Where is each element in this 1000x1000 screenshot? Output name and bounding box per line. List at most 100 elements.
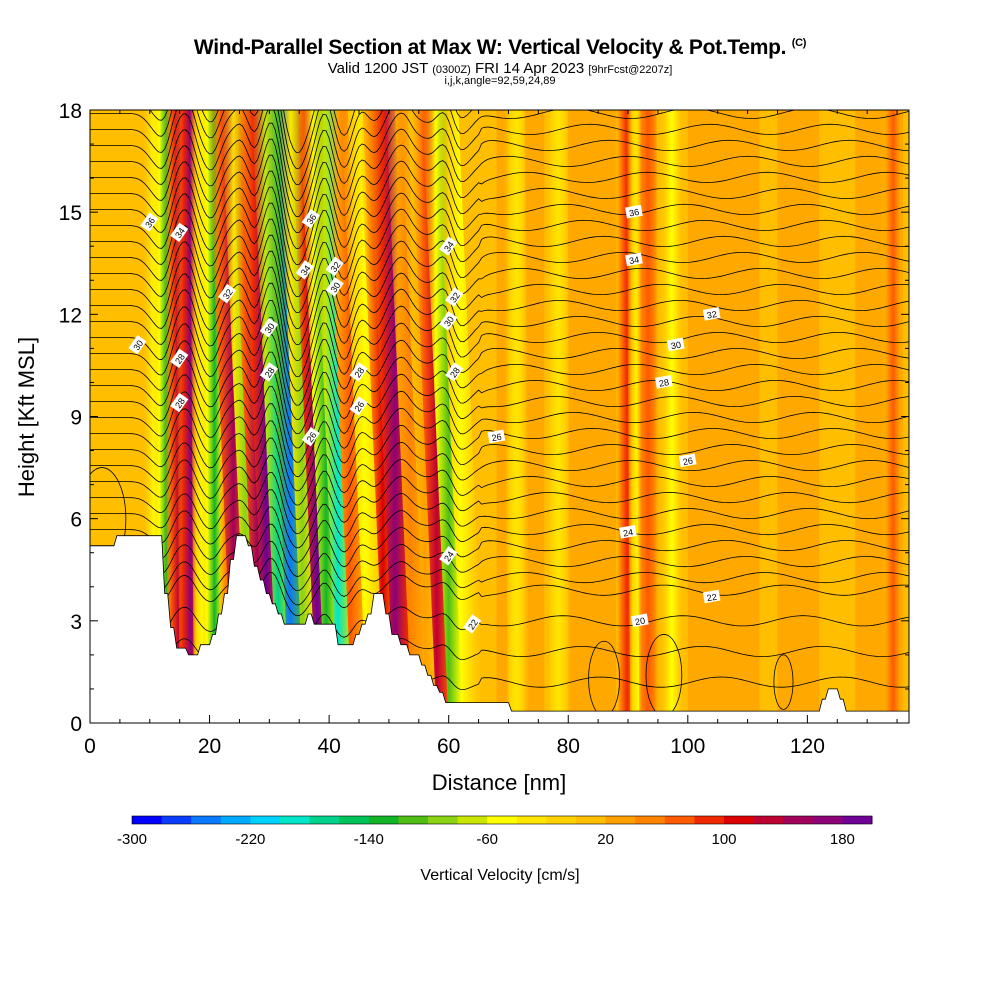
y-tick-label: 6 bbox=[70, 509, 82, 532]
contour-label-text: 28 bbox=[173, 352, 187, 366]
chart-subsubtitle: i,j,k,angle=92,59,24,89 bbox=[444, 75, 556, 87]
x-tick-label: 80 bbox=[557, 735, 580, 758]
colorbar-tick-label: -60 bbox=[476, 831, 498, 848]
colorbar-frame bbox=[131, 815, 873, 825]
contour-label: 28 bbox=[654, 375, 673, 389]
contour-label-text: 26 bbox=[352, 400, 366, 414]
colorbar-swatch bbox=[457, 816, 488, 824]
theta-contour bbox=[90, 368, 909, 449]
colorbar-swatch bbox=[516, 816, 547, 824]
theta-contour bbox=[90, 138, 909, 234]
contour-label: 26 bbox=[349, 396, 368, 416]
contour-label-text: 32 bbox=[706, 309, 718, 321]
velocity-column bbox=[545, 110, 572, 723]
colorbar-swatch bbox=[812, 816, 843, 824]
contour-label-bg bbox=[439, 311, 458, 331]
velocity-column bbox=[880, 110, 906, 723]
theta-contour bbox=[90, 110, 909, 202]
contour-label: 28 bbox=[170, 348, 189, 369]
contour-label-bg bbox=[445, 362, 464, 382]
contour-label-bg bbox=[259, 362, 279, 382]
contour-label: 24 bbox=[439, 546, 458, 566]
y-tick-label: 15 bbox=[59, 202, 82, 225]
contour-label-text: 22 bbox=[706, 592, 718, 604]
contour-label-bg bbox=[349, 396, 368, 416]
colorbar-swatch bbox=[842, 816, 873, 824]
y-axis-label: Height [Kft MSL] bbox=[14, 337, 39, 497]
y-tick-label: 12 bbox=[59, 304, 82, 327]
theta-contour bbox=[90, 122, 909, 218]
contour-label: 28 bbox=[445, 362, 464, 382]
theta-contour bbox=[90, 455, 909, 520]
theta-contour bbox=[90, 154, 909, 250]
contour-label-bg bbox=[439, 236, 458, 256]
contour-label-text: 32 bbox=[221, 287, 235, 301]
colorbar-tick-label: 20 bbox=[597, 831, 614, 848]
contour-label-bg bbox=[439, 546, 458, 566]
colorbar-swatch bbox=[783, 816, 814, 824]
theta-contour bbox=[90, 110, 909, 169]
x-tick-label: 100 bbox=[670, 735, 705, 758]
x-tick-label: 0 bbox=[84, 735, 96, 758]
theta-contour-closed bbox=[773, 654, 794, 710]
x-tick-label: 20 bbox=[198, 735, 221, 758]
contour-label-bg bbox=[619, 524, 637, 539]
colorbar-swatch bbox=[191, 816, 222, 824]
theta-contour bbox=[90, 572, 909, 617]
colorbar-label: Vertical Velocity [cm/s] bbox=[420, 867, 579, 884]
velocity-column bbox=[436, 110, 485, 723]
contour-label-text: 28 bbox=[448, 366, 462, 380]
contour-label-bg bbox=[259, 317, 279, 338]
chart-subtitle: Valid 1200 JST (0300Z) FRI 14 Apr 2023 [… bbox=[0, 60, 1000, 77]
subtitle-utc: (0300Z) bbox=[432, 64, 471, 76]
theta-contour bbox=[90, 523, 909, 577]
contour-label-text: 22 bbox=[466, 618, 480, 632]
colorbar-tick-label: -220 bbox=[235, 831, 265, 848]
contour-label-text: 30 bbox=[442, 314, 456, 328]
colorbar-tick-label: -300 bbox=[117, 831, 147, 848]
theta-contour bbox=[90, 110, 909, 186]
colorbar-tick-label: -140 bbox=[354, 831, 384, 848]
contour-label: 26 bbox=[301, 426, 320, 447]
colorbar: -300 -220 -140 -60 20 100 180 bbox=[117, 815, 873, 848]
field-band bbox=[568, 110, 617, 723]
contour-label-bg bbox=[170, 222, 189, 243]
contour-label-bg bbox=[170, 348, 189, 369]
contour-label-bg bbox=[217, 283, 237, 304]
x-tick-label: 60 bbox=[437, 735, 460, 758]
contour-label-text: 24 bbox=[622, 527, 634, 539]
contour-label-bg bbox=[625, 252, 643, 267]
contour-label: 30 bbox=[439, 311, 458, 331]
x-axis-label: Distance [nm] bbox=[432, 770, 567, 795]
contour-label: 34 bbox=[295, 260, 314, 280]
contour-label-text: 36 bbox=[143, 216, 157, 230]
contour-label: 34 bbox=[625, 252, 643, 267]
contour-label-bg bbox=[666, 337, 685, 352]
contour-label-text: 24 bbox=[442, 549, 456, 563]
y-tick-label: 18 bbox=[59, 100, 82, 123]
theta-contour bbox=[90, 170, 909, 266]
contour-label-text: 30 bbox=[131, 338, 145, 352]
colorbar-swatch bbox=[368, 816, 399, 824]
contour-label-text: 28 bbox=[352, 366, 366, 380]
contour-label-bg bbox=[128, 334, 147, 355]
contour-label-text: 28 bbox=[658, 377, 670, 389]
contour-label-text: 32 bbox=[329, 260, 343, 274]
contour-label-text: 32 bbox=[448, 291, 462, 305]
contour-label-text: 20 bbox=[634, 616, 646, 628]
theta-contour bbox=[90, 540, 909, 592]
contour-label: 22 bbox=[702, 589, 721, 604]
contour-label-text: 34 bbox=[442, 240, 456, 254]
contour-label: 30 bbox=[325, 277, 344, 297]
colorbar-swatch bbox=[339, 816, 370, 824]
theta-contour bbox=[90, 351, 909, 435]
contour-label-text: 34 bbox=[299, 263, 313, 277]
theta-contour bbox=[90, 558, 909, 606]
x-tick-label: 40 bbox=[317, 735, 340, 758]
contour-label: 32 bbox=[217, 283, 237, 304]
velocity-column bbox=[659, 110, 685, 723]
theta-contour bbox=[90, 506, 909, 563]
contour-label-bg bbox=[463, 614, 482, 634]
contour-label-text: 34 bbox=[628, 255, 640, 267]
